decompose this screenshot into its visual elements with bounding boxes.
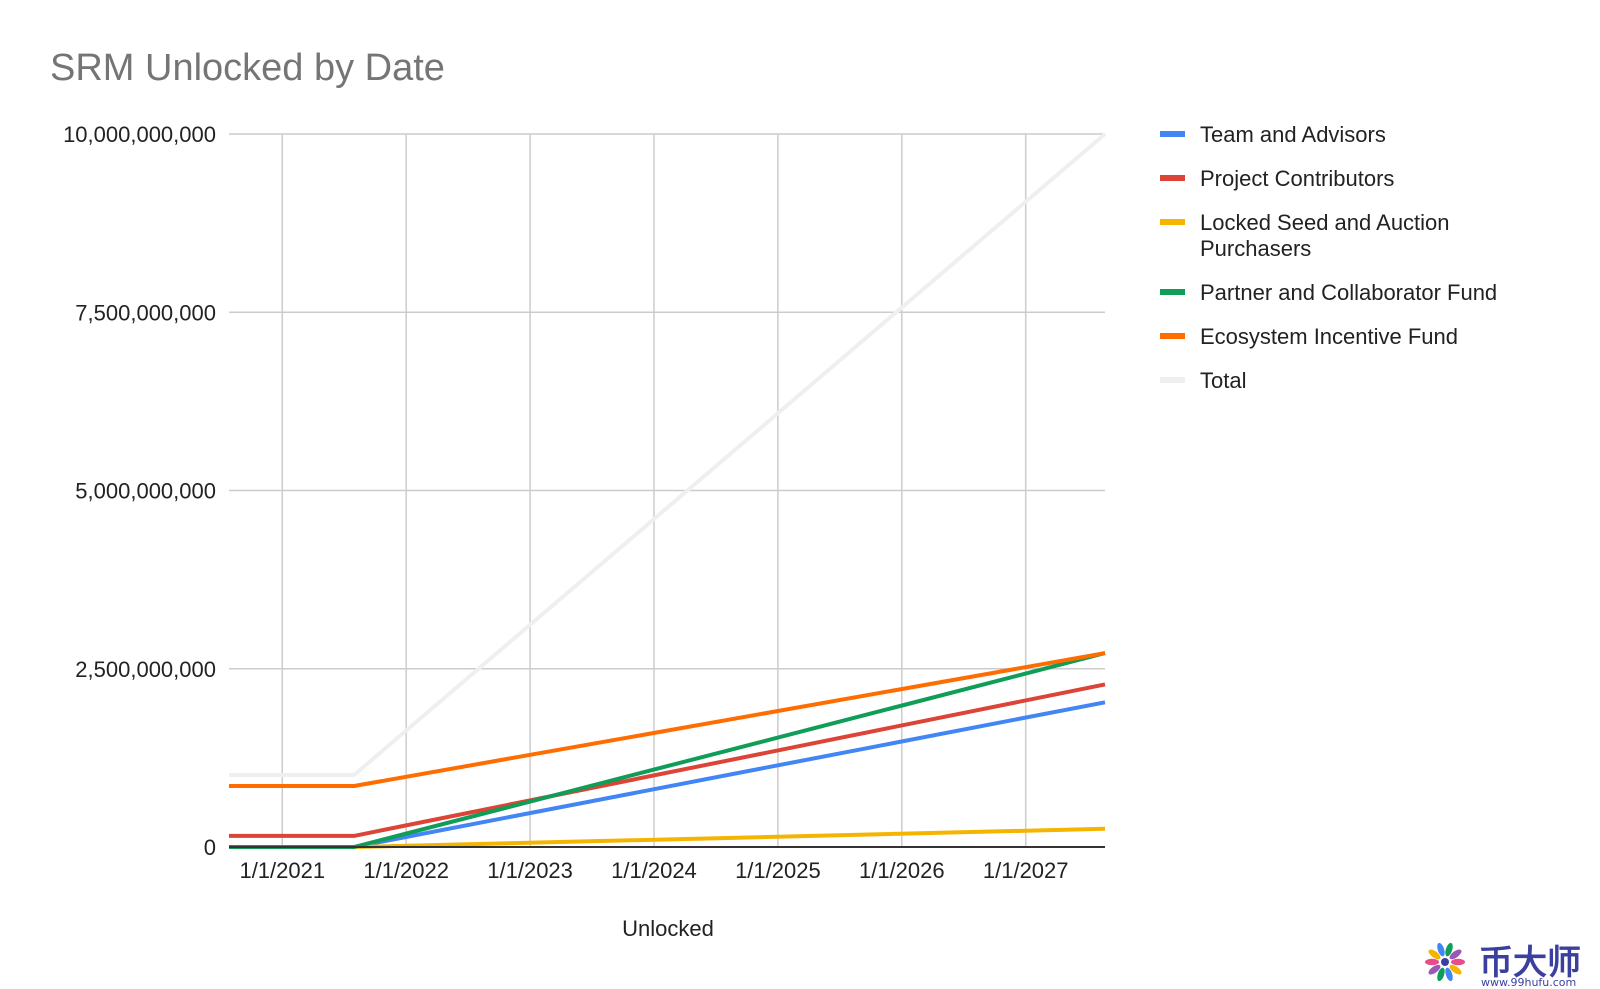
axis-layer: 0 2,500,000,000 5,000,000,000 7,500,000,000…: [63, 122, 1105, 883]
watermark-url-text: www.99hufu.com: [1481, 976, 1576, 989]
legend-swatch: [1160, 333, 1185, 339]
logo-petal: [1428, 949, 1441, 960]
x-tick-label: 1/1/2027: [983, 858, 1069, 883]
watermark-flower-logo: [1425, 942, 1465, 982]
y-tick-label: 10,000,000,000: [63, 122, 216, 147]
x-tick-label: 1/1/2021: [239, 858, 325, 883]
y-tick-label: 5,000,000,000: [75, 479, 216, 504]
logo-petal: [1449, 949, 1462, 960]
logo-petal: [1437, 942, 1445, 957]
legend-swatch: [1160, 289, 1185, 295]
series-line-project-contributors: [229, 682, 1106, 838]
y-tick-label: 0: [204, 835, 216, 860]
legend-swatch: [1160, 175, 1185, 181]
watermark: 币大师 www.99hufu.com: [1425, 942, 1581, 989]
legend-label: Project Contributors: [1200, 166, 1394, 191]
legend: Team and Advisors Project Contributors Loc…: [1160, 122, 1497, 393]
watermark-brand-text: 币大师: [1479, 943, 1581, 983]
logo-petal: [1425, 958, 1439, 966]
logo-petal: [1437, 967, 1445, 982]
series-line-ecosystem-incentive-fund: [229, 651, 1106, 788]
legend-swatch: [1160, 377, 1185, 383]
legend-label: Team and Advisors: [1200, 122, 1386, 147]
x-tick-label: 1/1/2024: [611, 858, 697, 883]
legend-swatch: [1160, 131, 1185, 137]
x-axis-title: Unlocked: [622, 916, 714, 941]
legend-label: Ecosystem Incentive Fund: [1200, 324, 1458, 349]
grid-layer: [229, 133, 1105, 847]
logo-center: [1441, 958, 1449, 966]
legend-label: Total: [1200, 368, 1246, 393]
chart-title: SRM Unlocked by Date: [50, 47, 445, 89]
series-line-partner-and-collaborator-fund: [229, 651, 1106, 849]
legend-label: Partner and Collaborator Fund: [1200, 280, 1497, 305]
x-tick-label: 1/1/2023: [487, 858, 573, 883]
logo-petal: [1445, 967, 1453, 982]
logo-petal: [1445, 942, 1453, 957]
legend-label: Locked Seed and Auction Purchasers: [1200, 210, 1450, 261]
y-tick-label: 2,500,000,000: [75, 657, 216, 682]
logo-petal: [1451, 958, 1465, 966]
legend-swatch: [1160, 219, 1185, 225]
x-tick-label: 1/1/2022: [363, 858, 449, 883]
x-tick-label: 1/1/2025: [735, 858, 821, 883]
series-line-total: [229, 132, 1107, 777]
logo-petal: [1449, 964, 1462, 975]
logo-petal: [1428, 964, 1441, 975]
y-tick-label: 7,500,000,000: [75, 300, 216, 325]
x-tick-label: 1/1/2026: [859, 858, 945, 883]
